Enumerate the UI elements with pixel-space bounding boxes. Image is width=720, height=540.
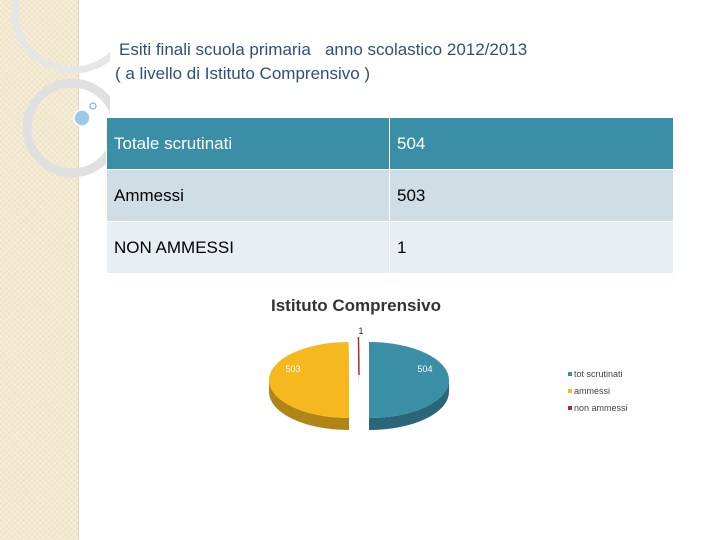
table-cell-label: NON AMMESSI [106, 221, 390, 274]
legend-swatch [568, 389, 572, 393]
table-cell-label: Ammessi [106, 169, 390, 222]
table-cell-value: 504 [389, 117, 674, 170]
legend-entry: non ammessi [568, 403, 628, 413]
results-table: Totale scrutinati 504 Ammessi 503 NON AM… [106, 117, 674, 274]
legend-swatch [568, 406, 572, 410]
pie-data-label: 503 [285, 364, 300, 374]
pie-chart-svg: Istituto Comprensivo 504 503 1 tot scrutin… [269, 296, 628, 431]
title-line-1: Esiti finali scuola primaria anno scolas… [119, 40, 528, 59]
pie-data-label: 1 [358, 326, 363, 336]
table-cell-label: Totale scrutinati [106, 117, 390, 170]
legend-label: ammessi [574, 386, 610, 396]
chart-title: Istituto Comprensivo [271, 296, 441, 315]
pie-slice-side [369, 380, 449, 430]
table-cell-value: 503 [389, 169, 674, 222]
side-panel [0, 0, 79, 540]
pie-slice-1 [269, 342, 350, 431]
legend-entry: tot scrutinati [568, 369, 623, 379]
legend-entry: ammessi [568, 386, 610, 396]
pie-data-label: 504 [417, 364, 432, 374]
pie-slice-side [269, 380, 350, 431]
decorative-rings [11, 0, 110, 178]
table-row: Ammessi 503 [106, 169, 674, 222]
legend-label: tot scrutinati [574, 369, 623, 379]
table-row: Totale scrutinati 504 [106, 117, 674, 170]
legend-swatch [568, 372, 572, 376]
pie-slice-top [369, 342, 449, 418]
bullet-dot-small [89, 102, 97, 110]
bullet-dot [73, 109, 91, 127]
page-title: Esiti finali scuola primaria anno scolas… [115, 38, 528, 86]
legend-label: non ammessi [574, 403, 628, 413]
pie-slice-top [269, 342, 350, 419]
table-cell-value: 1 [389, 221, 674, 274]
title-line-2: ( a livello di Istituto Comprensivo ) [115, 64, 371, 83]
pie-slice-0 [369, 342, 449, 430]
pie-chart: Istituto Comprensivo 504 503 1 tot scrutin… [250, 290, 650, 445]
table-row: NON AMMESSI 1 [106, 221, 674, 274]
